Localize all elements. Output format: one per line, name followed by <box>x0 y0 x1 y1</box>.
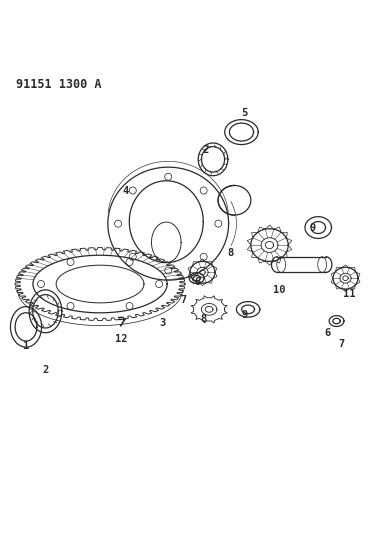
Text: 7: 7 <box>181 295 187 305</box>
Text: 8: 8 <box>200 314 206 324</box>
Text: 2: 2 <box>42 365 48 375</box>
Text: 7: 7 <box>339 340 345 350</box>
Text: 8: 8 <box>228 248 234 258</box>
Text: 9: 9 <box>241 310 248 320</box>
Text: 3: 3 <box>159 318 165 328</box>
Text: 5: 5 <box>241 108 248 118</box>
Text: 2: 2 <box>202 144 208 155</box>
Text: 4: 4 <box>122 185 129 196</box>
Text: 1: 1 <box>23 341 29 351</box>
Text: 11: 11 <box>343 289 356 299</box>
Text: 10: 10 <box>273 285 285 295</box>
Text: 91151 1300 A: 91151 1300 A <box>16 77 102 91</box>
Text: 9: 9 <box>309 223 316 232</box>
Text: 6: 6 <box>325 328 331 338</box>
Text: 6: 6 <box>194 277 201 287</box>
Text: 12: 12 <box>115 334 128 344</box>
